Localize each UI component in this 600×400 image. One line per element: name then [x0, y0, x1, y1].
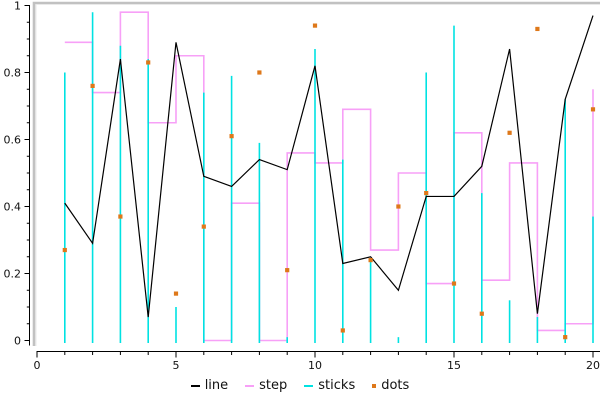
- data-dot: [368, 258, 373, 263]
- series-dots: [62, 23, 596, 340]
- y-tick-label: 0.6: [4, 133, 22, 146]
- data-dot: [173, 291, 179, 296]
- y-tick-label: 0.4: [4, 200, 22, 213]
- series-step: [64, 11, 594, 342]
- data-dot: [285, 268, 290, 273]
- dots-swatch-icon: [372, 383, 377, 388]
- data-dot: [590, 107, 596, 112]
- data-dot: [201, 224, 206, 229]
- data-dot: [563, 335, 568, 340]
- x-tick-label: 5: [173, 359, 180, 372]
- plot-frame: [32, 1, 600, 346]
- y-tick-label: 1: [14, 0, 21, 12]
- legend: line step sticks dots: [0, 378, 600, 393]
- legend-item-dots: dots: [372, 378, 409, 393]
- legend-item-step: step: [245, 378, 287, 393]
- y-tick-label: 0.2: [4, 267, 22, 280]
- step-swatch-icon: [245, 384, 255, 387]
- series-sticks: [64, 12, 594, 343]
- data-dot: [479, 311, 484, 316]
- data-dot: [451, 281, 457, 286]
- legend-label-line: line: [204, 378, 229, 393]
- data-dot: [229, 134, 234, 139]
- x-tick-label: 20: [586, 359, 600, 372]
- data-dot: [118, 214, 123, 219]
- sticks-swatch-icon: [304, 384, 314, 387]
- data-dot: [90, 83, 95, 88]
- data-dot: [535, 26, 540, 32]
- data-dot: [396, 204, 401, 209]
- x-axis: 0 5 10 15 20: [34, 351, 600, 372]
- y-tick-label: 0: [14, 334, 21, 347]
- series-line: [64, 15, 594, 318]
- x-tick-label: 15: [447, 359, 461, 372]
- y-axis: 0 0.2 0.4 0.6 0.8 1: [4, 0, 30, 347]
- legend-label-step: step: [259, 378, 288, 393]
- data-dot: [257, 70, 262, 75]
- line-swatch-icon: [190, 384, 200, 387]
- data-dot: [62, 247, 67, 253]
- data-dot: [424, 191, 429, 196]
- data-dot: [312, 23, 318, 28]
- legend-label-sticks: sticks: [318, 378, 356, 393]
- data-dot: [507, 130, 512, 135]
- legend-item-sticks: sticks: [304, 378, 355, 393]
- x-tick-label: 0: [34, 359, 41, 372]
- data-dot: [146, 60, 151, 65]
- x-tick-label: 10: [308, 359, 322, 372]
- legend-label-dots: dots: [381, 378, 410, 393]
- legend-item-line: line: [190, 378, 229, 393]
- data-dot: [340, 328, 345, 333]
- y-tick-label: 0.8: [4, 66, 22, 79]
